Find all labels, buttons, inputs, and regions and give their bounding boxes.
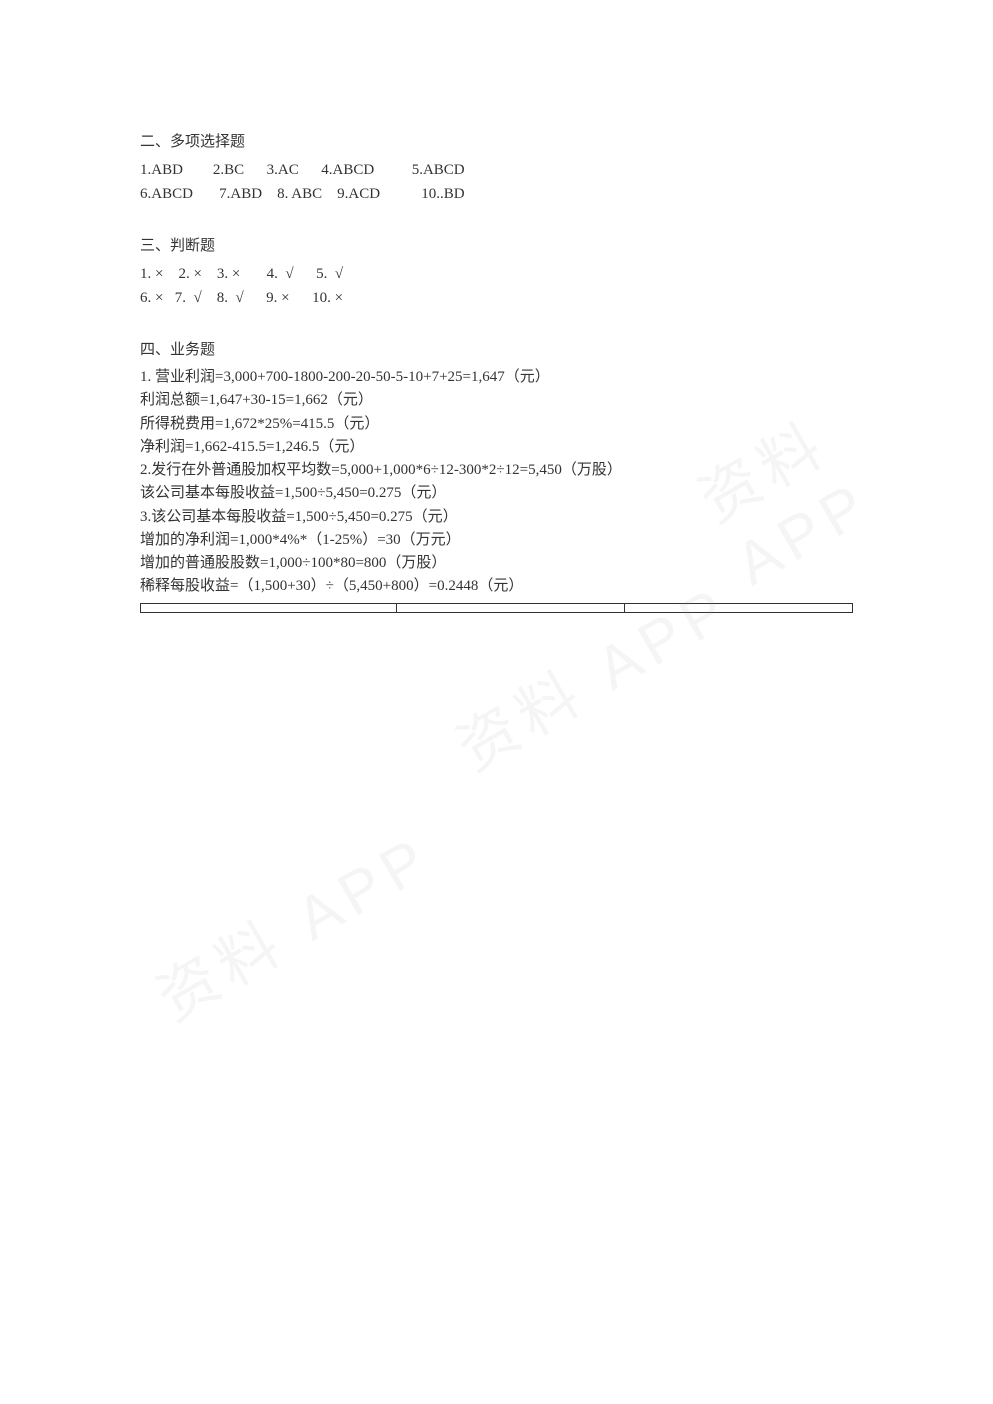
col-item-header (141, 603, 397, 612)
calc-line: 增加的普通股股数=1,000÷100*80=800（万股） (140, 552, 853, 575)
watermark: 资料 APP (139, 810, 446, 1038)
income-statement-table (140, 603, 853, 613)
table-header-row (141, 603, 853, 612)
calc-line: 3.该公司基本每股收益=1,500÷5,450=0.275（元） (140, 506, 853, 529)
section-3-answers-line-1: 1. × 2. × 3. × 4. √ 5. √ (140, 262, 853, 286)
section-2-answers-line-1: 1.ABD 2.BC 3.AC 4.ABCD 5.ABCD (140, 158, 853, 182)
calc-line: 净利润=1,662-415.5=1,246.5（元） (140, 436, 853, 459)
calc-line: 1. 营业利润=3,000+700-1800-200-20-50-5-10+7+… (140, 366, 853, 389)
calc-line: 所得税费用=1,672*25%=415.5（元） (140, 413, 853, 436)
section-2-answers-line-2: 6.ABCD 7.ABD 8. ABC 9.ACD 10..BD (140, 182, 853, 206)
calc-line: 该公司基本每股收益=1,500÷5,450=0.275（元） (140, 482, 853, 505)
col-prior-header (625, 603, 853, 612)
calc-line: 增加的净利润=1,000*4%*（1-25%）=30（万元） (140, 529, 853, 552)
section-4-heading: 四、业务题 (140, 338, 853, 362)
section-3-answers-line-2: 6. × 7. √ 8. √ 9. × 10. × (140, 286, 853, 310)
calc-line: 2.发行在外普通股加权平均数=5,000+1,000*6÷12-300*2÷12… (140, 459, 853, 482)
col-current-header (397, 603, 625, 612)
section-2-heading: 二、多项选择题 (140, 130, 853, 154)
calc-line: 稀释每股收益=（1,500+30）÷（5,450+800）=0.2448（元） (140, 575, 853, 598)
section-3-heading: 三、判断题 (140, 234, 853, 258)
calc-line: 利润总额=1,647+30-15=1,662（元） (140, 389, 853, 412)
